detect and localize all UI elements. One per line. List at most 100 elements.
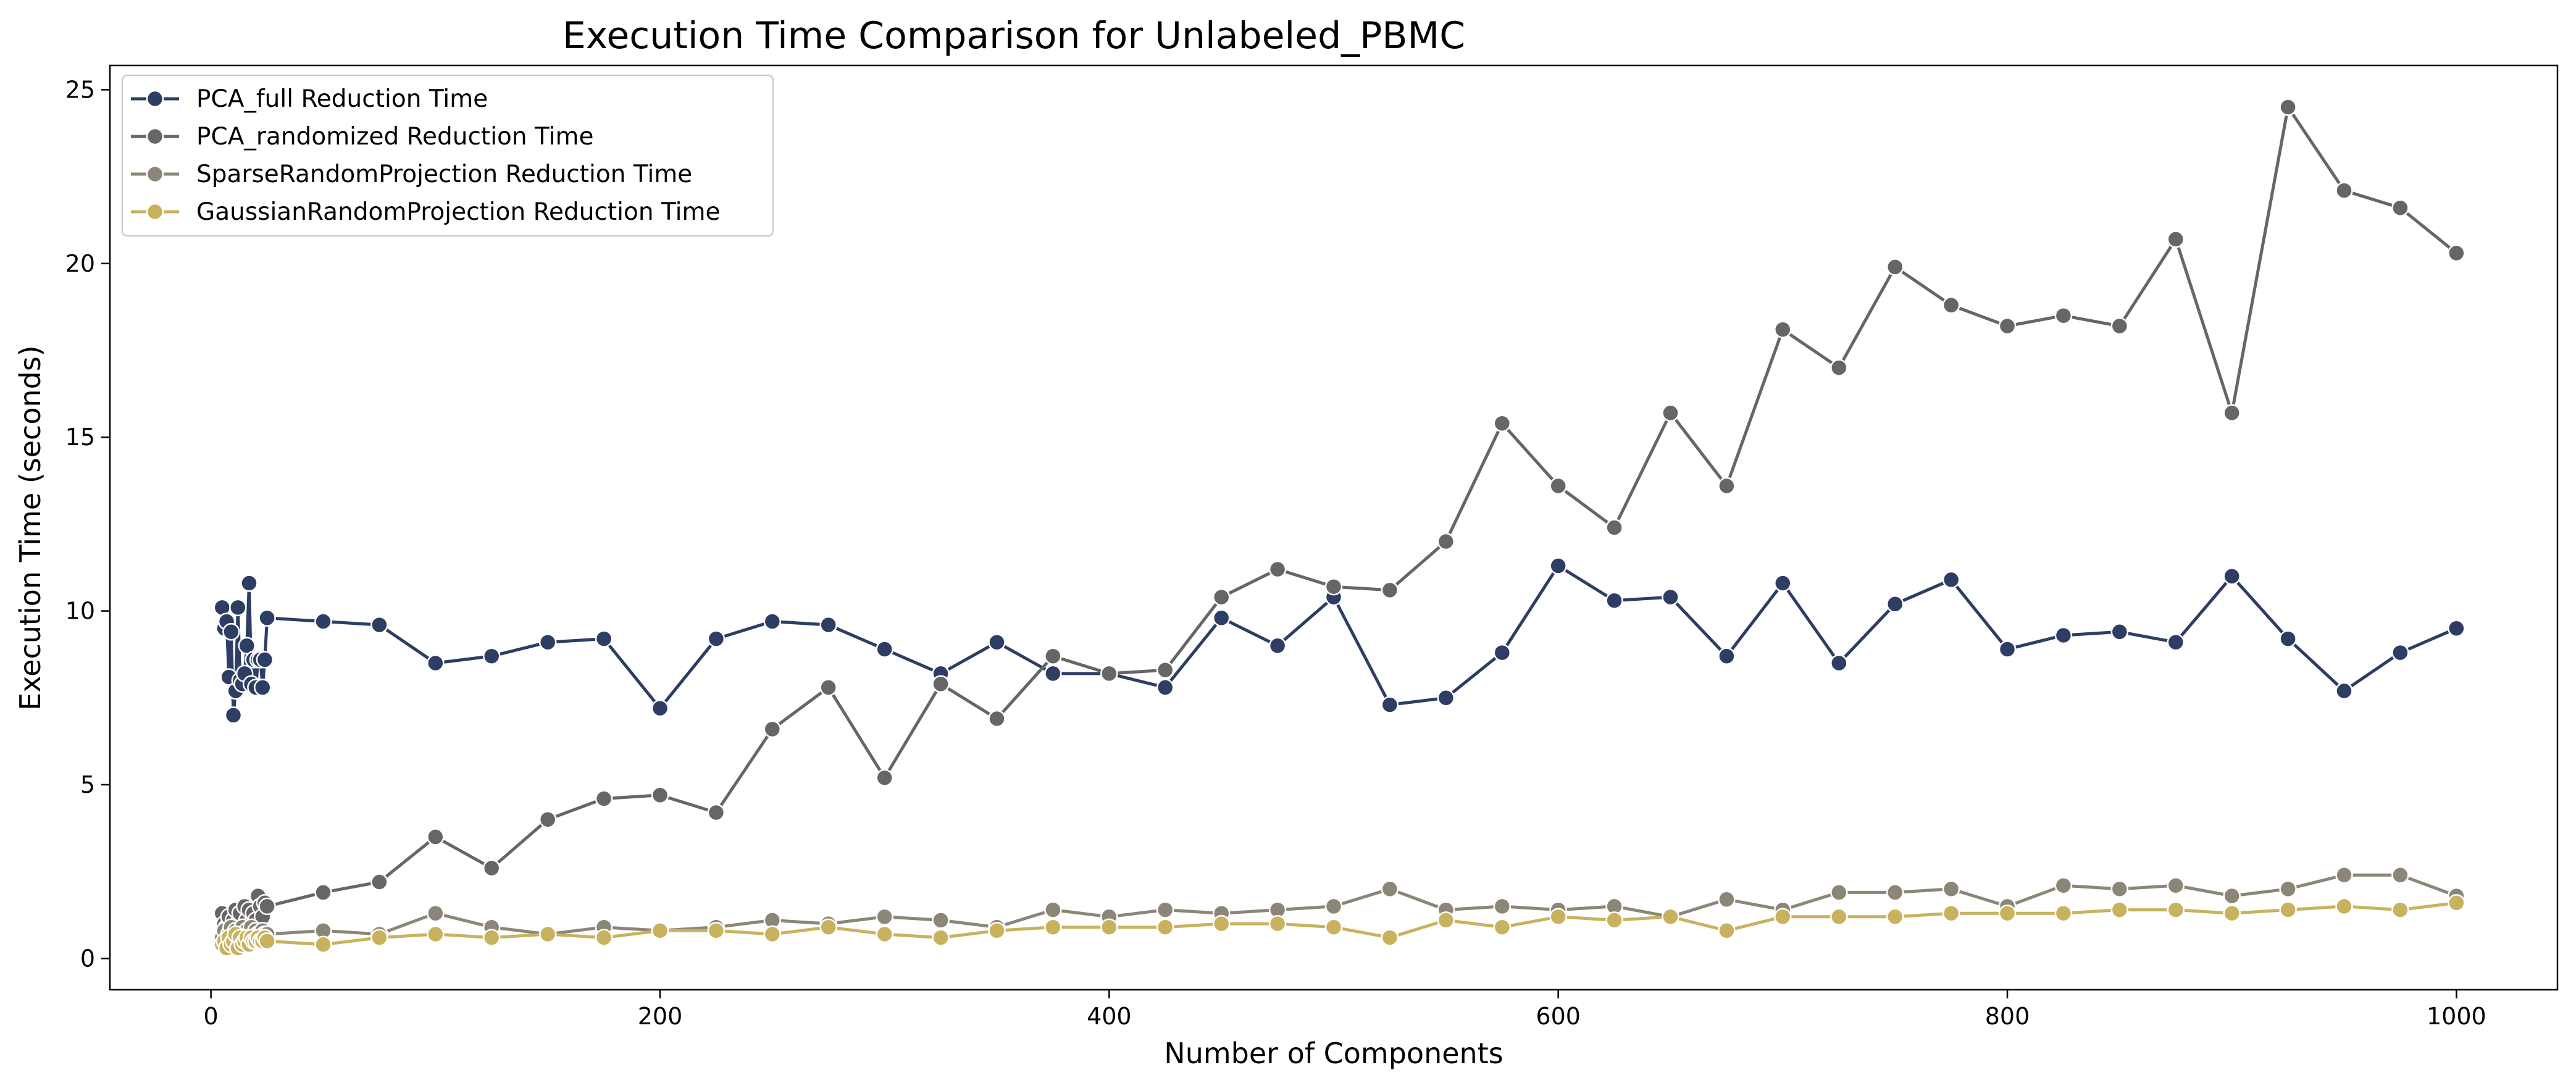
chart-title: Execution Time Comparison for Unlabeled_… bbox=[562, 14, 1465, 57]
data-point bbox=[1324, 577, 1343, 596]
data-point bbox=[763, 925, 782, 943]
data-point bbox=[2167, 230, 2185, 248]
data-point bbox=[2167, 901, 2185, 919]
data-point bbox=[482, 859, 501, 877]
y-tick-label: 25 bbox=[65, 76, 95, 103]
data-point bbox=[763, 720, 782, 738]
data-point bbox=[2167, 633, 2185, 651]
data-point bbox=[2391, 199, 2409, 217]
legend-label: PCA_randomized Reduction Time bbox=[196, 123, 593, 151]
data-point bbox=[595, 929, 613, 947]
y-tick-label: 10 bbox=[65, 598, 95, 625]
data-point bbox=[2054, 626, 2073, 645]
data-point bbox=[988, 709, 1006, 728]
data-point bbox=[1381, 880, 1399, 898]
data-point bbox=[1998, 904, 2017, 922]
data-point bbox=[763, 612, 782, 630]
data-point bbox=[1156, 918, 1174, 936]
series-4 bbox=[213, 894, 2465, 957]
data-point bbox=[595, 790, 613, 808]
data-point bbox=[314, 884, 332, 901]
data-point bbox=[482, 647, 501, 665]
data-point bbox=[1437, 911, 1455, 929]
data-point bbox=[427, 925, 445, 943]
data-point bbox=[1044, 664, 1062, 683]
data-point bbox=[2054, 876, 2073, 895]
data-point bbox=[707, 630, 726, 648]
data-point bbox=[1044, 918, 1062, 936]
data-point bbox=[2391, 866, 2409, 884]
data-point bbox=[1605, 519, 1623, 537]
data-point bbox=[1886, 908, 1904, 926]
legend-swatch-marker bbox=[146, 165, 164, 183]
data-point bbox=[370, 873, 388, 891]
data-point bbox=[707, 922, 726, 940]
data-point bbox=[1549, 908, 1567, 926]
data-point bbox=[2223, 404, 2241, 422]
data-point bbox=[2167, 876, 2185, 895]
data-point bbox=[1886, 595, 1904, 613]
x-tick-label: 400 bbox=[1087, 1003, 1132, 1030]
data-point bbox=[819, 616, 837, 634]
data-point bbox=[2223, 887, 2241, 905]
data-point bbox=[1662, 908, 1679, 926]
data-point bbox=[2391, 901, 2409, 919]
legend-label: PCA_full Reduction Time bbox=[196, 85, 488, 113]
legend-item: SparseRandomProjection Reduction Time bbox=[131, 161, 692, 188]
data-point bbox=[2110, 901, 2129, 919]
data-point bbox=[482, 929, 501, 947]
data-point bbox=[1044, 647, 1062, 665]
y-tick-label: 0 bbox=[80, 945, 95, 972]
data-point bbox=[2335, 866, 2353, 884]
y-tick-label: 5 bbox=[80, 771, 95, 798]
data-point bbox=[876, 769, 893, 787]
data-point bbox=[314, 935, 332, 954]
data-point bbox=[595, 630, 613, 648]
legend-swatch-marker bbox=[146, 203, 164, 221]
data-point bbox=[314, 612, 332, 630]
data-point bbox=[651, 922, 669, 940]
data-point bbox=[1268, 637, 1287, 655]
data-point bbox=[876, 640, 893, 658]
data-point bbox=[1044, 901, 1062, 919]
data-point bbox=[1381, 581, 1399, 600]
data-point bbox=[240, 574, 258, 592]
data-point bbox=[1998, 640, 2017, 658]
data-point bbox=[2335, 682, 2353, 700]
data-point bbox=[254, 679, 272, 696]
legend-item: GaussianRandomProjection Reduction Time bbox=[131, 198, 720, 226]
data-point bbox=[1605, 591, 1623, 609]
data-point bbox=[1830, 908, 1848, 926]
data-point bbox=[427, 904, 445, 922]
data-point bbox=[1212, 588, 1231, 606]
data-point bbox=[2054, 904, 2073, 922]
data-point bbox=[258, 609, 276, 627]
legend-box bbox=[121, 74, 774, 237]
data-point bbox=[932, 675, 950, 693]
legend-label: GaussianRandomProjection Reduction Time bbox=[196, 198, 720, 226]
data-point bbox=[1100, 664, 1118, 683]
data-point bbox=[2279, 98, 2297, 116]
data-point bbox=[258, 932, 276, 950]
legend-item: PCA_randomized Reduction Time bbox=[131, 123, 593, 151]
plot-frame bbox=[109, 64, 2559, 991]
x-tick-label: 0 bbox=[204, 1003, 219, 1030]
data-point bbox=[1774, 908, 1792, 926]
data-point bbox=[876, 925, 893, 943]
data-point bbox=[2448, 619, 2465, 637]
data-point bbox=[370, 616, 388, 634]
data-point bbox=[2335, 182, 2353, 199]
data-point bbox=[1942, 571, 1960, 589]
y-axis-label: Execution Time (seconds) bbox=[14, 345, 47, 710]
data-point bbox=[1493, 643, 1512, 662]
data-point bbox=[256, 651, 274, 669]
data-point bbox=[1998, 317, 2017, 335]
data-point bbox=[538, 925, 557, 943]
data-point bbox=[370, 929, 388, 947]
data-point bbox=[1830, 654, 1848, 672]
x-axis-ticks: 0 200 400 600 800 1000 bbox=[204, 990, 2486, 1030]
data-point bbox=[1718, 890, 1736, 908]
legend: PCA_full Reduction Time PCA_randomized Re… bbox=[121, 74, 774, 237]
